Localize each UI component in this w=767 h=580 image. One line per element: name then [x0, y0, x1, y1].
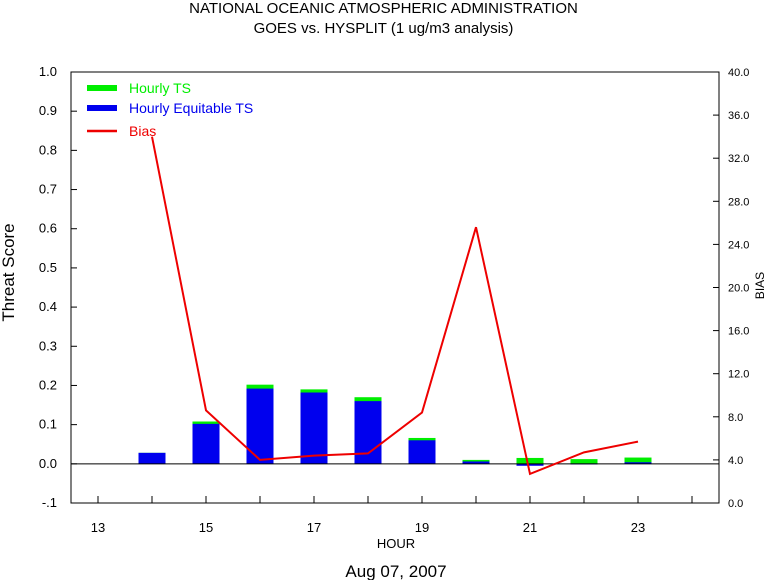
y-tick-label: 0.1: [39, 417, 57, 432]
bar-hourly-equitable-ts: [192, 423, 220, 464]
y-tick-label: 0.6: [39, 221, 57, 236]
y-tick-label: -.1: [42, 495, 57, 510]
y-tick-label: 0.4: [39, 299, 57, 314]
y2-axis-title: BIAS: [753, 272, 767, 299]
bar-hourly-equitable-ts: [462, 461, 490, 464]
bar-hourly-equitable-ts: [138, 452, 166, 464]
x-tick-label: 19: [415, 520, 429, 535]
bar-hourly-equitable-ts: [300, 392, 328, 464]
bar-hourly-equitable-ts: [624, 462, 652, 464]
y2-tick-label: 16.0: [728, 326, 749, 338]
y2-tick-label: 36.0: [728, 110, 749, 122]
bias-line: [151, 136, 639, 476]
x-tick-label: 13: [91, 520, 105, 535]
x-tick-label: 23: [631, 520, 645, 535]
y-tick-label: 0.0: [39, 456, 57, 471]
y-tick-label: 0.9: [39, 103, 57, 118]
x-tick-label: 15: [199, 520, 213, 535]
plot-frame: [70, 71, 720, 504]
y2-tick-label: 40.0: [728, 67, 749, 79]
legend-label: Hourly Equitable TS: [129, 100, 253, 116]
y2-tick-label: 12.0: [728, 369, 749, 381]
y2-tick-label: 32.0: [728, 153, 749, 165]
chart-title-line1: NATIONAL OCEANIC ATMOSPHERIC ADMINISTRAT…: [189, 0, 578, 17]
x-tick-label: 17: [307, 520, 321, 535]
y-axis-title: Threat Score: [0, 223, 18, 321]
bar-hourly-ts: [516, 457, 544, 464]
y-tick-label: 0.5: [39, 260, 57, 275]
y2-tick-label: 8.0: [728, 412, 743, 424]
chart-title-line2: GOES vs. HYSPLIT (1 ug/m3 analysis): [253, 20, 514, 37]
y2-tick-label: 24.0: [728, 239, 749, 251]
bar-hourly-ts: [624, 457, 652, 464]
y2-tick-label: 4.0: [728, 455, 743, 467]
y2-tick-label: 0.0: [728, 498, 743, 510]
bar-hourly-equitable-ts: [408, 440, 436, 464]
bar-hourly-ts: [570, 459, 598, 464]
y-tick-label: 0.8: [39, 142, 57, 157]
y-tick-label: 0.7: [39, 182, 57, 197]
y2-tick-label: 20.0: [728, 283, 749, 295]
legend-label: Hourly TS: [129, 80, 191, 96]
y-tick-label: 1.0: [39, 64, 57, 79]
x-tick-label: 21: [523, 520, 537, 535]
legend-label: Bias: [129, 123, 156, 139]
bar-hourly-equitable-ts: [516, 463, 544, 466]
x-axis-title: HOUR: [377, 536, 415, 551]
y-tick-label: 0.2: [39, 377, 57, 392]
footer-date: Aug 07, 2007: [345, 562, 446, 580]
y2-tick-label: 28.0: [728, 196, 749, 208]
y-tick-label: 0.3: [39, 338, 57, 353]
